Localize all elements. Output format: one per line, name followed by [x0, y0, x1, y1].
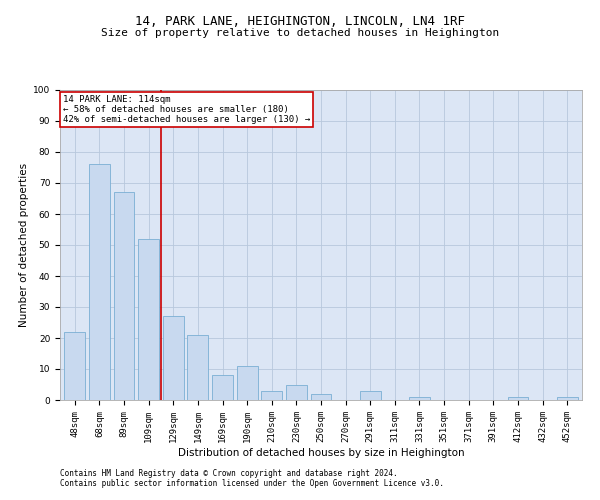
Text: 14, PARK LANE, HEIGHINGTON, LINCOLN, LN4 1RF: 14, PARK LANE, HEIGHINGTON, LINCOLN, LN4…: [135, 15, 465, 28]
Bar: [286, 384, 307, 400]
Text: Contains public sector information licensed under the Open Government Licence v3: Contains public sector information licen…: [60, 478, 444, 488]
Bar: [311, 394, 331, 400]
Bar: [360, 390, 381, 400]
Bar: [187, 335, 208, 400]
X-axis label: Distribution of detached houses by size in Heighington: Distribution of detached houses by size …: [178, 448, 464, 458]
Bar: [236, 366, 257, 400]
Text: Contains HM Land Registry data © Crown copyright and database right 2024.: Contains HM Land Registry data © Crown c…: [60, 468, 398, 477]
Bar: [89, 164, 110, 400]
Text: 14 PARK LANE: 114sqm
← 58% of detached houses are smaller (180)
42% of semi-deta: 14 PARK LANE: 114sqm ← 58% of detached h…: [62, 94, 310, 124]
Bar: [261, 390, 282, 400]
Bar: [64, 332, 85, 400]
Bar: [163, 316, 184, 400]
Bar: [409, 397, 430, 400]
Bar: [212, 375, 233, 400]
Bar: [508, 397, 529, 400]
Text: Size of property relative to detached houses in Heighington: Size of property relative to detached ho…: [101, 28, 499, 38]
Bar: [113, 192, 134, 400]
Bar: [557, 397, 578, 400]
Y-axis label: Number of detached properties: Number of detached properties: [19, 163, 29, 327]
Bar: [138, 239, 159, 400]
